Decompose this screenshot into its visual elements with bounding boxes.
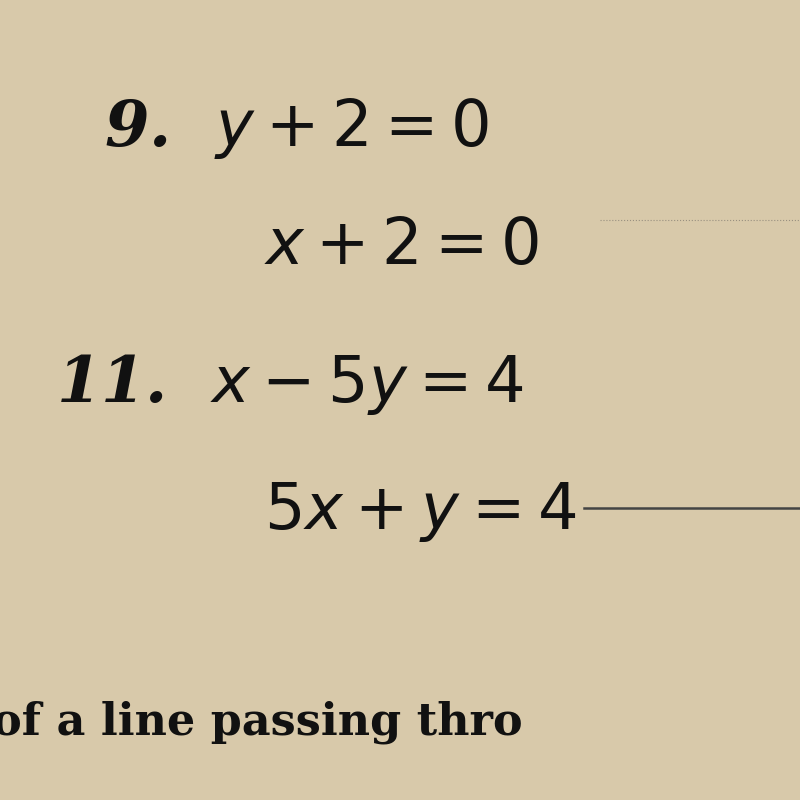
Text: of a line passing thro: of a line passing thro [0, 701, 522, 744]
Text: $5x + y = 4$: $5x + y = 4$ [264, 480, 576, 544]
Text: $x + 2 = 0$: $x + 2 = 0$ [264, 216, 539, 278]
Text: 9.  $y + 2 = 0$: 9. $y + 2 = 0$ [104, 96, 489, 161]
Text: 11.  $x - 5y = 4$: 11. $x - 5y = 4$ [56, 352, 524, 417]
